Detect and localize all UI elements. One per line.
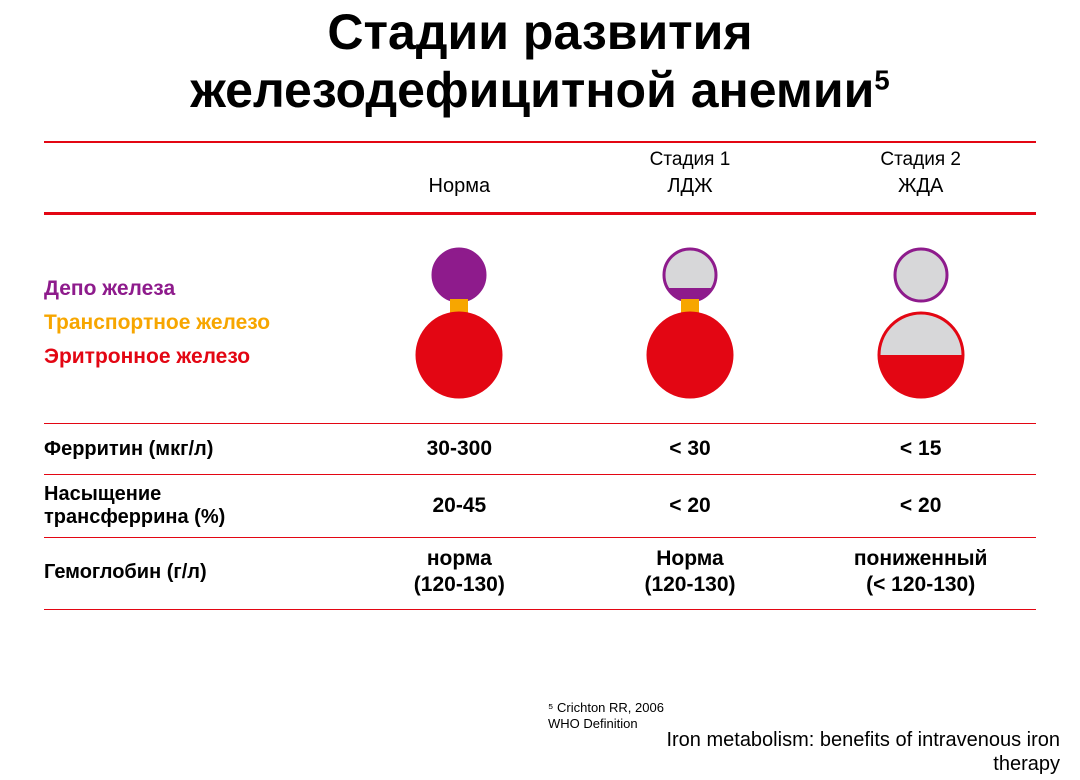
col-stage2-short: ЖДА [805,175,1036,198]
table-row: Насыщениетрансферрина (%)20-45< 20< 20 [44,474,1036,537]
title-line2: железодефицитной анемии [190,62,874,118]
row-label: Насыщениетрансферрина (%) [44,475,344,537]
row-value: < 15 [805,428,1036,470]
diagram-stage2 [805,245,1036,401]
diagram-row: Депо железа Транспортное железо Эритронн… [44,215,1036,423]
title-line1: Стадии развития [327,4,752,60]
footnote-line2: WHO Definition [548,716,638,731]
table-row: Ферритин (мкг/л)30-300< 30< 15 [44,423,1036,474]
source-line1: Iron metabolism: benefits of intravenous… [666,729,1060,751]
row-value: Норма(120-130) [575,538,806,607]
stages-table: Норма Стадия 1 ЛДЖ Стадия 2 ЖДА Депо жел… [44,141,1036,610]
legend-transport: Транспортное железо [44,311,344,335]
row-value: 20-45 [344,485,575,527]
col-stage1-top: Стадия 1 [575,149,806,171]
row-value: < 20 [575,485,806,527]
row-value: норма(120-130) [344,538,575,607]
row-value: пониженный(< 120-130) [805,538,1036,607]
col-stage2-top: Стадия 2 [805,149,1036,171]
row-label: Гемоглобин (г/л) [44,553,344,592]
diagram-stage1 [575,245,806,401]
legend-erythron: Эритронное железо [44,345,344,369]
title-sup: 5 [874,64,889,95]
col-norm: Норма [344,175,575,198]
footnote: ⁵ Crichton RR, 2006 WHO Definition [548,700,664,733]
row-value: < 30 [575,428,806,470]
col-stage1-short: ЛДЖ [575,175,806,198]
row-label: Ферритин (мкг/л) [44,430,344,469]
table-header: Норма Стадия 1 ЛДЖ Стадия 2 ЖДА [44,141,1036,208]
table-bottom-rule [44,609,1036,610]
row-value: 30-300 [344,428,575,470]
table-row: Гемоглобин (г/л)норма(120-130)Норма(120-… [44,537,1036,607]
source-line2: therapy [993,753,1060,775]
legend: Депо железа Транспортное железо Эритронн… [44,267,344,379]
page-title: Стадии развития железодефицитной анемии5 [0,4,1080,119]
diagram-norm [344,245,575,401]
source-text: Iron metabolism: benefits of intravenous… [666,728,1060,776]
legend-depot: Депо железа [44,277,344,301]
footnote-line1: ⁵ Crichton RR, 2006 [548,700,664,715]
row-value: < 20 [805,485,1036,527]
